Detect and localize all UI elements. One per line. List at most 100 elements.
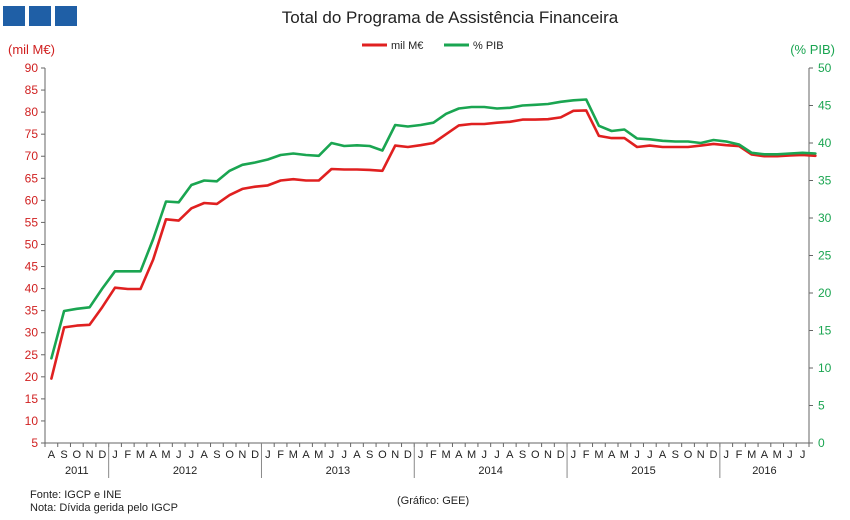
y-tick-label-left: 60 xyxy=(25,193,39,207)
x-tick-label-month: J xyxy=(800,449,806,461)
y-tick-label-left: 25 xyxy=(25,348,39,362)
x-tick-label-month: J xyxy=(176,449,182,461)
x-tick-label-month: M xyxy=(620,449,629,461)
y-tick-label-left: 75 xyxy=(25,127,39,141)
series-line-mil-meur xyxy=(50,109,817,380)
x-tick-label-month: A xyxy=(659,449,667,461)
x-tick-label-month: J xyxy=(494,449,500,461)
x-tick-label-year: 2015 xyxy=(631,465,655,477)
x-tick-label-month: M xyxy=(289,449,298,461)
y-tick-label-right: 50 xyxy=(818,61,832,75)
legend-label-pct-pib: % PIB xyxy=(473,40,504,52)
y-axis-label-left: (mil M€) xyxy=(8,42,55,57)
x-tick-label-month: S xyxy=(366,449,373,461)
y-tick-label-left: 35 xyxy=(25,304,39,318)
logo-square-3 xyxy=(55,6,77,26)
x-tick-label-month: D xyxy=(98,449,106,461)
x-tick-label-month: F xyxy=(124,449,131,461)
x-tick-label-year: 2014 xyxy=(478,465,502,477)
y-tick-label-right: 0 xyxy=(818,436,825,450)
x-tick-label-month: N xyxy=(697,449,705,461)
x-tick-label-month: S xyxy=(672,449,679,461)
y-tick-label-right: 25 xyxy=(818,249,832,263)
x-tick-label-month: A xyxy=(761,449,769,461)
x-tick-label-month: J xyxy=(723,449,729,461)
x-tick-label-month: A xyxy=(302,449,310,461)
x-tick-label-month: F xyxy=(736,449,743,461)
x-tick-label-month: F xyxy=(583,449,590,461)
chart-title: Total do Programa de Assistência Finance… xyxy=(281,8,619,27)
x-tick-label-month: M xyxy=(314,449,323,461)
x-tick-label-month: O xyxy=(225,449,234,461)
y-axis-label-right: (% PIB) xyxy=(790,42,835,57)
x-tick-label-month: J xyxy=(787,449,793,461)
x-tick-label-month: M xyxy=(773,449,782,461)
x-tick-label-month: A xyxy=(353,449,361,461)
x-tick-label-month: J xyxy=(571,449,577,461)
x-tick-label-month: J xyxy=(482,449,488,461)
y-tick-label-right: 45 xyxy=(818,99,832,113)
x-tick-label-month: N xyxy=(86,449,94,461)
x-tick-label-month: J xyxy=(418,449,424,461)
y-tick-label-left: 90 xyxy=(25,61,39,75)
x-tick-label-month: A xyxy=(506,449,514,461)
x-tick-label-year: 2012 xyxy=(173,465,197,477)
legend-label-mil-meur: mil M€ xyxy=(391,40,423,52)
x-tick-label-month: J xyxy=(634,449,640,461)
x-tick-label-month: J xyxy=(189,449,195,461)
logo-square-2 xyxy=(29,6,51,26)
x-tick-label-month: S xyxy=(60,449,67,461)
x-tick-label-month: J xyxy=(112,449,118,461)
x-tick-label-year: 2013 xyxy=(326,465,350,477)
y-tick-label-right: 5 xyxy=(818,399,825,413)
y-tick-label-left: 40 xyxy=(25,282,39,296)
series-line-pct-pib xyxy=(50,98,817,360)
x-tick-label-month: J xyxy=(647,449,653,461)
y-tick-label-left: 5 xyxy=(31,436,38,450)
x-tick-label-month: J xyxy=(265,449,271,461)
y-tick-label-left: 65 xyxy=(25,171,39,185)
x-tick-label-year: 2011 xyxy=(65,465,89,477)
x-tick-label-month: D xyxy=(557,449,565,461)
y-tick-label-left: 10 xyxy=(25,414,39,428)
y-tick-label-right: 15 xyxy=(818,324,832,338)
x-tick-label-month: J xyxy=(341,449,347,461)
y-tick-label-right: 40 xyxy=(818,136,832,150)
x-tick-label-month: F xyxy=(430,449,437,461)
x-tick-label-month: F xyxy=(277,449,284,461)
footer-credit: (Gráfico: GEE) xyxy=(397,495,470,507)
x-tick-label-month: N xyxy=(391,449,399,461)
footer-source: Fonte: IGCP e INE xyxy=(30,489,122,501)
y-tick-label-right: 35 xyxy=(818,174,832,188)
x-tick-label-month: A xyxy=(608,449,616,461)
x-tick-label-month: D xyxy=(404,449,412,461)
y-tick-label-left: 50 xyxy=(25,237,39,251)
y-tick-label-left: 80 xyxy=(25,105,39,119)
y-tick-label-left: 30 xyxy=(25,326,39,340)
x-tick-label-month: S xyxy=(213,449,220,461)
x-tick-label-month: S xyxy=(519,449,526,461)
x-tick-label-month: O xyxy=(531,449,540,461)
x-tick-label-month: J xyxy=(329,449,335,461)
logo-square-1 xyxy=(3,6,25,26)
x-tick-label-month: A xyxy=(150,449,158,461)
y-tick-label-right: 10 xyxy=(818,361,832,375)
x-tick-label-month: O xyxy=(684,449,693,461)
y-tick-label-left: 45 xyxy=(25,260,39,274)
y-tick-label-left: 85 xyxy=(25,83,39,97)
x-tick-label-year: 2016 xyxy=(752,465,776,477)
x-tick-label-month: M xyxy=(467,449,476,461)
x-tick-label-month: M xyxy=(594,449,603,461)
x-tick-label-month: M xyxy=(136,449,145,461)
x-tick-label-month: M xyxy=(161,449,170,461)
y-tick-label-right: 20 xyxy=(818,286,832,300)
x-tick-label-month: D xyxy=(710,449,718,461)
x-tick-label-month: O xyxy=(378,449,387,461)
y-tick-label-right: 30 xyxy=(818,211,832,225)
x-tick-label-month: M xyxy=(442,449,451,461)
x-tick-label-month: M xyxy=(747,449,756,461)
y-tick-label-left: 20 xyxy=(25,370,39,384)
y-tick-label-left: 15 xyxy=(25,392,39,406)
x-tick-label-month: O xyxy=(73,449,82,461)
